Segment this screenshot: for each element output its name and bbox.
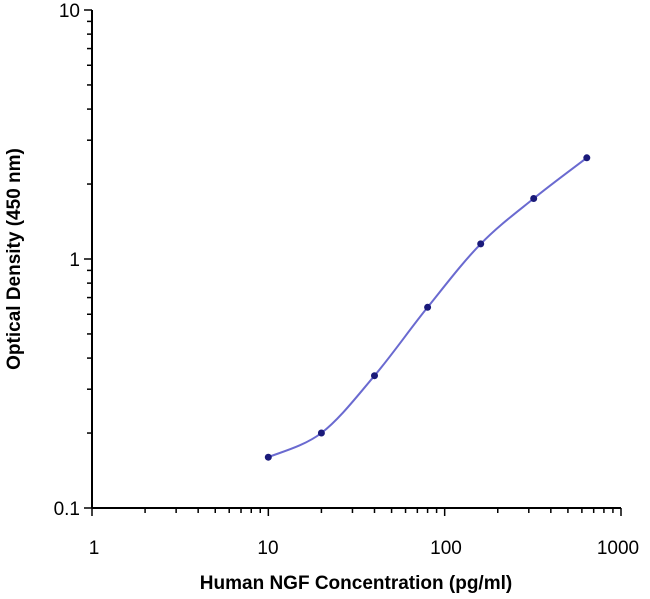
x-tick-label-10: 10 [257,538,278,559]
series-points [264,154,591,461]
data-point [477,240,485,248]
data-point [264,453,272,461]
data-point [583,154,591,162]
x-axis-title: Human NGF Concentration (pg/ml) [200,573,512,594]
data-point [317,429,325,437]
data-point [424,303,432,311]
y-tick-label-10: 10 [59,1,80,22]
x-tick-label-1: 1 [89,538,100,559]
minor-ticks [84,9,622,516]
x-tick-label-100: 100 [430,538,462,559]
x-tick-label-1000: 1000 [597,538,639,559]
data-point [530,195,538,202]
y-tick-label-1: 1 [69,250,80,271]
data-point [371,372,378,380]
y-axis-title: Optical Density (450 nm) [4,148,25,370]
y-tick-label-0-1: 0.1 [54,499,80,520]
